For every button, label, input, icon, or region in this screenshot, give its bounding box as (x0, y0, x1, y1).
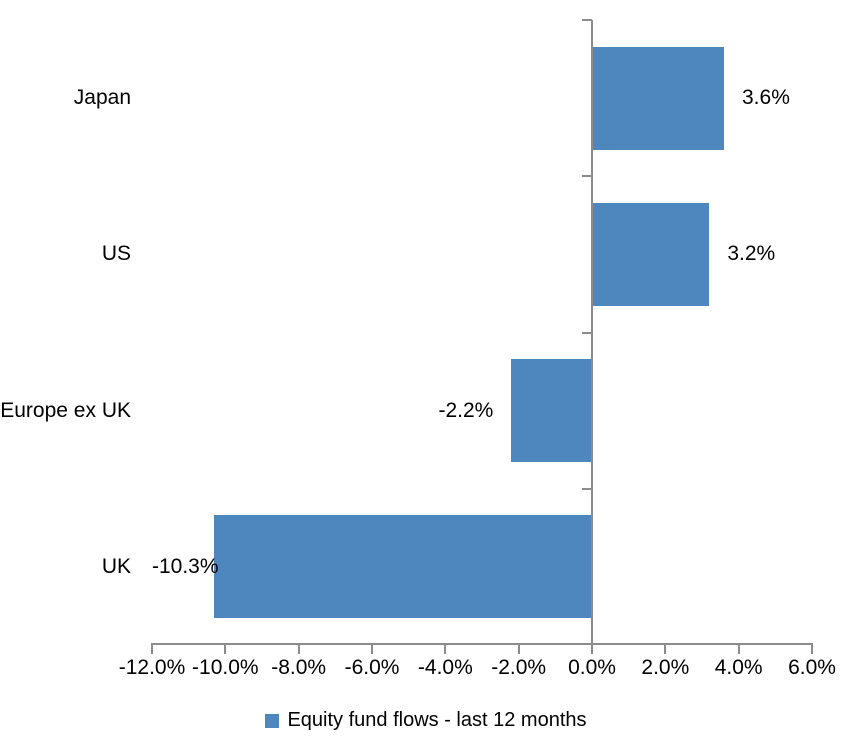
value-label: 3.2% (727, 242, 776, 266)
value-label: -10.3% (152, 554, 219, 578)
legend-label: Equity fund flows - last 12 months (287, 709, 587, 731)
x-axis-tick (517, 643, 520, 654)
x-axis-tick (224, 643, 227, 654)
x-axis-tick (664, 643, 667, 654)
y-axis-tick (582, 175, 592, 178)
x-axis-tick (591, 643, 593, 654)
x-tick-label: -4.0% (417, 656, 473, 679)
y-axis-tick (582, 331, 592, 334)
bar-japan (592, 46, 724, 150)
y-axis-tick (582, 19, 592, 21)
x-tick-label: 6.0% (788, 656, 836, 679)
value-label: 3.6% (742, 86, 790, 110)
bar-uk (214, 515, 592, 619)
legend: Equity fund flows - last 12 months (0, 709, 852, 732)
x-tick-label: -6.0% (344, 656, 400, 679)
value-label: -2.2% (438, 398, 494, 422)
x-axis-tick (444, 643, 447, 654)
x-tick-label: -12.0% (118, 656, 186, 679)
x-axis-tick (811, 643, 813, 654)
x-axis-tick (297, 643, 300, 654)
x-tick-label: -2.0% (491, 656, 547, 679)
legend-swatch-icon (265, 713, 280, 728)
bar-europe-ex-uk (511, 359, 592, 463)
y-axis-line (591, 20, 593, 654)
y-axis-tick (582, 487, 592, 490)
x-tick-label: 4.0% (714, 656, 763, 679)
category-label-uk: UK (101, 554, 131, 578)
x-tick-label: -8.0% (271, 656, 327, 679)
category-label-japan: Japan (73, 86, 131, 110)
category-label-us: US (101, 242, 131, 266)
x-tick-label: 0.0% (568, 656, 616, 679)
x-tick-label: 2.0% (641, 656, 690, 679)
x-axis-tick (371, 643, 373, 654)
category-label-europe-ex-uk: Europe ex UK (0, 398, 131, 422)
x-tick-label: -10.0% (192, 656, 259, 679)
x-axis-line (152, 643, 812, 645)
x-axis-tick (151, 643, 153, 654)
bar-us (592, 202, 710, 306)
x-axis-tick (737, 643, 740, 654)
